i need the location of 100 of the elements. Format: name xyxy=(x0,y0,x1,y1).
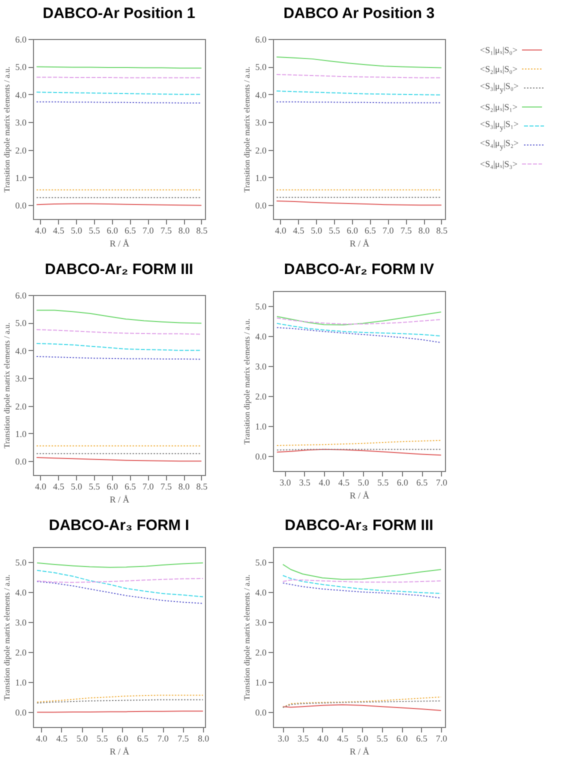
y-tick-label: 4.0 xyxy=(15,90,27,100)
x-tick-label: 4.5 xyxy=(337,734,349,744)
x-tick-label: 8.0 xyxy=(198,734,210,744)
chart-title: DABCO-Ar₂ FORM IV xyxy=(284,261,434,278)
line-series xyxy=(36,310,202,324)
x-tick-label: 8.5 xyxy=(436,226,448,236)
y-tick-label: 2.0 xyxy=(15,648,27,658)
x-tick-label: 6.0 xyxy=(396,478,409,488)
y-tick-label: 0.0 xyxy=(255,708,267,718)
chart-title: DABCO Ar Position 3 xyxy=(283,5,435,22)
y-axis-title: Transition dipole matrix elements / a.u. xyxy=(2,66,12,192)
line-series xyxy=(36,581,204,604)
y-tick-label: 2.0 xyxy=(15,401,27,412)
y-tick-label: 3.0 xyxy=(255,362,267,372)
y-tick-label: 3.0 xyxy=(15,118,27,128)
y-tick-label: 2.0 xyxy=(255,392,267,402)
x-tick-label: 5.5 xyxy=(88,482,101,492)
y-tick-label: 0.0 xyxy=(15,200,27,211)
legend-label: <S₁|μₓ|S₀> xyxy=(480,44,518,54)
x-tick-label: 6.5 xyxy=(416,734,428,744)
x-tick-label: 4.5 xyxy=(56,734,68,744)
x-tick-label: 6.5 xyxy=(364,226,376,236)
chart-title: DABCO-Ar₃ FORM I xyxy=(48,517,190,534)
x-tick-label: 5.0 xyxy=(70,482,83,492)
x-tick-label: 3.5 xyxy=(298,734,310,744)
y-tick-label: 2.0 xyxy=(255,648,267,658)
y-tick-label: 2.0 xyxy=(15,145,27,156)
y-tick-label: 5.0 xyxy=(255,62,267,72)
line-series xyxy=(36,694,204,703)
x-tick-label: 7.0 xyxy=(157,734,170,744)
x-tick-label: 6.0 xyxy=(346,226,358,236)
x-tick-label: 7.0 xyxy=(382,226,394,236)
y-tick-label: 1.0 xyxy=(255,678,267,688)
y-tick-label: 4.0 xyxy=(255,332,267,342)
x-tick-label: 5.5 xyxy=(377,478,390,488)
y-tick-label: 0.0 xyxy=(15,456,27,467)
chart-title: DABCO-Ar₂ FORM III xyxy=(44,261,194,278)
x-axis-title: R / Å xyxy=(110,746,130,756)
x-tick-label: 8.0 xyxy=(178,482,190,492)
y-tick-label: 3.0 xyxy=(255,618,267,628)
x-axis-title: R / Å xyxy=(350,238,370,248)
y-tick-label: 0.0 xyxy=(255,452,267,462)
y-axis-title: Transition dipole matrix elements / a.u. xyxy=(2,322,12,448)
y-tick-label: 6.0 xyxy=(255,34,267,44)
line-series xyxy=(282,564,442,580)
line-series xyxy=(36,342,202,351)
x-tick-label: 4.0 xyxy=(35,482,47,492)
line-series xyxy=(36,570,204,598)
line-series xyxy=(276,56,442,68)
x-axis-title: R / Å xyxy=(350,490,370,500)
y-tick-label: 0.0 xyxy=(15,708,27,718)
y-tick-label: 6.0 xyxy=(15,34,27,44)
y-tick-label: 3.0 xyxy=(255,118,267,128)
x-tick-label: 5.0 xyxy=(70,226,83,236)
y-tick-label: 5.0 xyxy=(255,558,267,568)
x-tick-label: 4.0 xyxy=(36,734,48,744)
chart-title: DABCO-Ar₃ FORM III xyxy=(284,517,434,534)
line-series xyxy=(276,312,442,326)
x-tick-label: 6.5 xyxy=(124,226,136,236)
x-axis-title: R / Å xyxy=(110,494,130,504)
x-tick-label: 3.5 xyxy=(299,478,311,488)
y-tick-label: 3.0 xyxy=(15,374,27,384)
x-tick-label: 8.0 xyxy=(178,226,190,236)
x-tick-label: 3.0 xyxy=(280,478,292,488)
legend-label: <S₃|μ$_{y}$|S₀> xyxy=(480,81,519,94)
y-axis-title: Transition dipole matrix elements / a.u. xyxy=(2,574,12,700)
x-tick-label: 7.5 xyxy=(178,734,190,744)
y-axis-title: Transition dipole matrix elements / a.u. xyxy=(242,574,252,700)
y-tick-label: 3.0 xyxy=(15,618,27,628)
y-tick-label: 0.0 xyxy=(255,200,267,211)
x-tick-label: 4.0 xyxy=(35,226,47,236)
line-series xyxy=(282,582,442,598)
legend-label: <S₃|μ$_{y}$|S₁> xyxy=(480,119,519,132)
y-tick-label: 6.0 xyxy=(15,290,27,300)
x-tick-label: 6.5 xyxy=(124,482,136,492)
y-tick-label: 5.0 xyxy=(15,318,27,328)
y-tick-label: 1.0 xyxy=(15,428,27,439)
y-tick-label: 1.0 xyxy=(15,172,27,183)
x-tick-label: 5.5 xyxy=(328,226,341,236)
legend-label: <S₄|μₓ|S₃> xyxy=(480,158,518,168)
y-tick-label: 4.0 xyxy=(255,588,267,598)
y-tick-label: 4.0 xyxy=(255,90,267,100)
x-tick-label: 4.5 xyxy=(292,226,305,236)
y-tick-label: 5.0 xyxy=(15,558,27,568)
x-tick-label: 7.0 xyxy=(142,482,154,492)
line-series xyxy=(282,575,442,594)
x-tick-label: 8.5 xyxy=(196,226,208,236)
x-tick-label: 5.5 xyxy=(96,734,108,744)
x-tick-label: 4.5 xyxy=(52,226,65,236)
x-tick-label: 7.5 xyxy=(400,226,412,236)
x-tick-label: 7.5 xyxy=(160,226,172,236)
y-axis-title: Transition dipole matrix elements / a.u. xyxy=(242,66,252,192)
x-tick-label: 5.5 xyxy=(376,734,388,744)
x-tick-label: 5.0 xyxy=(310,226,323,236)
x-tick-label: 7.0 xyxy=(436,478,448,488)
x-tick-label: 5.0 xyxy=(76,734,88,744)
y-tick-label: 4.0 xyxy=(15,346,27,356)
y-tick-label: 2.0 xyxy=(255,145,267,156)
y-tick-label: 1.0 xyxy=(15,678,27,688)
x-tick-label: 6.0 xyxy=(106,226,118,236)
